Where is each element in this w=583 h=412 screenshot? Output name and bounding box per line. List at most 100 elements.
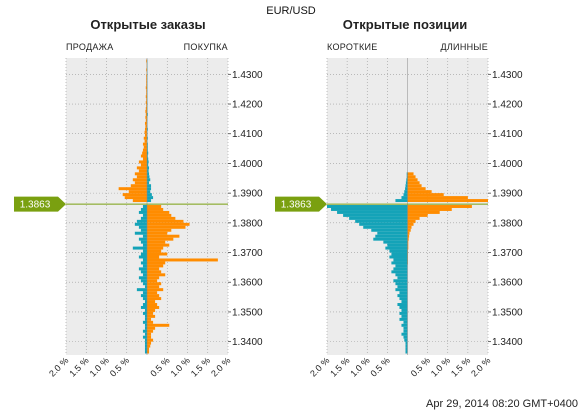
price-tick-label: 1.3600 (232, 278, 263, 289)
bar-long_below (407, 205, 472, 208)
x-tick-label: 1.0 % (429, 355, 452, 378)
current-price-label: 1.3863 (281, 200, 312, 211)
bar-long_below (407, 240, 409, 244)
x-tick-label: 2.0 % (308, 355, 331, 378)
bar-buy_below (147, 252, 168, 256)
bar-buy_below (147, 303, 158, 306)
bar-sell_below (140, 240, 147, 244)
bar-short_below (404, 338, 408, 342)
bar-buy_below (147, 341, 152, 345)
price-tick-label: 1.3900 (492, 189, 523, 200)
bar-short_below (395, 264, 408, 268)
bar-sell_below (144, 308, 147, 312)
left-side-label: ПРОДАЖА (66, 42, 114, 52)
bar-short_below (375, 234, 408, 238)
bar-sell_above (146, 92, 147, 96)
bar-sell_below (142, 282, 147, 286)
bar-buy_above (147, 160, 149, 164)
bar-sell_below (144, 344, 147, 348)
price-tick-label: 1.4000 (232, 159, 263, 170)
bar-sell_below (142, 291, 147, 295)
bar-sell_below (142, 320, 147, 324)
bar-sell_below (142, 297, 147, 301)
bar-sell_above (142, 148, 147, 152)
bar-sell_below (140, 305, 147, 309)
bar-short_above (401, 196, 408, 200)
bar-buy_above (147, 193, 152, 197)
bar-short_below (355, 219, 408, 223)
bar-sell_above (122, 193, 147, 197)
bar-long_below (407, 231, 410, 235)
bar-short_below (363, 225, 408, 229)
bar-short_below (401, 323, 408, 327)
bar-sell_below (144, 317, 147, 321)
current-price-label: 1.3863 (20, 200, 51, 211)
bar-long_below (407, 210, 440, 214)
bar-short_below (405, 344, 408, 348)
bar-sell_above (145, 112, 147, 116)
bar-sell_above (132, 199, 147, 203)
bar-buy_below (147, 207, 164, 211)
price-tick-label: 1.3600 (492, 278, 523, 289)
bar-buy_above (147, 178, 151, 182)
bar-buy_below (147, 314, 156, 318)
bar-buy_below (147, 288, 164, 292)
bar-buy_above (147, 187, 152, 191)
bar-long_below (407, 237, 409, 241)
bar-short_below (389, 249, 408, 253)
bar-sell_below (136, 288, 147, 292)
bar-short_below (331, 207, 408, 211)
bars (327, 172, 488, 354)
bar-sell_above (146, 80, 147, 84)
bar-sell_below (138, 267, 147, 271)
bar-long_below (407, 222, 414, 226)
bar-sell_above (138, 160, 147, 164)
bar-buy_below (147, 320, 154, 324)
price-tick-label: 1.3800 (232, 218, 263, 229)
bar-long_above (407, 199, 488, 203)
bar-buy_below (147, 243, 170, 247)
bar-long_above (407, 181, 420, 185)
bar-long_above (407, 187, 426, 191)
bar-buy_below (147, 329, 154, 333)
bar-short_below (399, 317, 408, 321)
price-tick-label: 1.4200 (232, 100, 263, 111)
bar-buy_below (147, 297, 162, 301)
bar-sell_above (146, 98, 147, 102)
bar-sell_above (136, 166, 147, 170)
bar-short_below (405, 347, 408, 351)
x-tick-label: 1.0 % (348, 355, 371, 378)
chart-title: EUR/USD (266, 5, 316, 17)
bar-buy_below (147, 237, 174, 241)
x-tick-label: 1.0 % (88, 355, 111, 378)
bar-buy_above (147, 181, 150, 185)
bar-sell_below (140, 207, 147, 211)
bar-sell_below (134, 231, 147, 235)
x-tick-label: 2.0 % (47, 355, 70, 378)
bar-short_below (385, 246, 408, 250)
bar-sell_below (140, 279, 147, 283)
bar-sell_above (144, 127, 147, 131)
bar-buy_below (147, 311, 154, 315)
price-tick-label: 1.3500 (232, 307, 263, 318)
bar-sell_below (142, 205, 147, 208)
bar-long_above (407, 175, 416, 179)
bar-buy_below (147, 219, 184, 223)
bar-short_below (395, 288, 408, 292)
bar-short_below (395, 273, 408, 277)
bar-short_below (391, 261, 408, 265)
bar-sell_above (144, 121, 147, 125)
bar-sell_above (144, 139, 147, 143)
bar-short_below (393, 279, 408, 283)
bar-sell_below (136, 219, 147, 223)
bar-sell_above (134, 181, 147, 185)
bar-buy_above (147, 175, 150, 179)
bar-short_above (405, 187, 408, 191)
bar-sell_above (145, 107, 147, 110)
bar-long_above (407, 184, 422, 188)
bar-sell_below (138, 225, 147, 229)
bar-sell_below (140, 294, 147, 298)
bar-sell_above (146, 104, 147, 108)
bar-short_below (343, 213, 408, 217)
